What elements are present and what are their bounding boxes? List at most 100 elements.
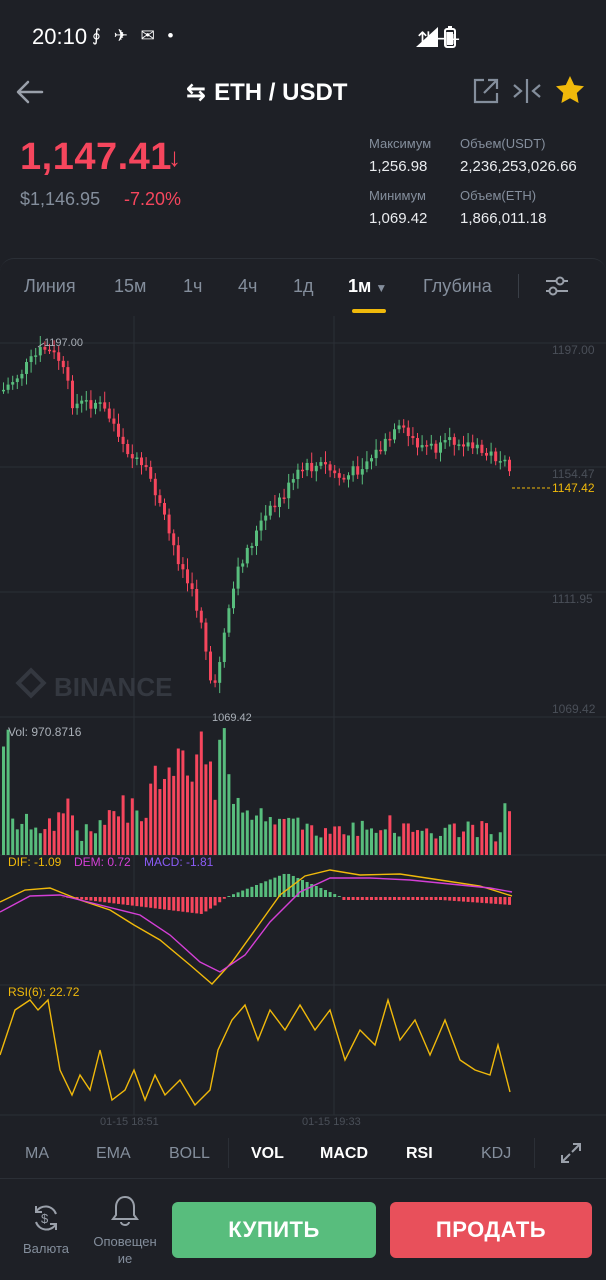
sell-button[interactable]: ПРОДАТЬ bbox=[390, 1202, 592, 1258]
volume-bar bbox=[273, 824, 277, 855]
tab-4h[interactable]: 4ч bbox=[238, 276, 258, 296]
volume-bar bbox=[204, 764, 208, 855]
external-link-icon[interactable] bbox=[472, 77, 500, 105]
candle-body bbox=[475, 444, 479, 449]
indicator-rsi[interactable]: RSI bbox=[406, 1145, 433, 1162]
macd-bar bbox=[485, 897, 488, 904]
favorite-star-icon[interactable] bbox=[554, 74, 586, 106]
high-label: Максимум bbox=[369, 136, 432, 151]
candle-body bbox=[199, 610, 203, 623]
tab-depth[interactable]: Глубина bbox=[423, 276, 492, 296]
low-label: Минимум bbox=[369, 188, 426, 203]
volume-bar bbox=[374, 832, 378, 855]
alerts-label: Оповещен ие bbox=[90, 1233, 160, 1267]
volume-bar bbox=[130, 798, 134, 855]
back-arrow-icon[interactable] bbox=[14, 76, 46, 108]
buy-button[interactable]: КУПИТЬ bbox=[172, 1202, 376, 1258]
indicator-ema[interactable]: EMA bbox=[96, 1145, 131, 1162]
tab-line[interactable]: Линия bbox=[24, 276, 76, 296]
volume-bar bbox=[443, 827, 447, 855]
candle-body bbox=[52, 350, 56, 353]
tab-1h[interactable]: 1ч bbox=[183, 276, 203, 296]
candle-body bbox=[130, 454, 134, 459]
volume-bar bbox=[232, 803, 235, 855]
candle-body bbox=[278, 497, 281, 507]
macd-bar bbox=[75, 897, 79, 899]
fullscreen-icon[interactable] bbox=[560, 1142, 582, 1164]
candle-body bbox=[466, 442, 470, 447]
volume-bar bbox=[209, 761, 212, 855]
candle-body bbox=[411, 436, 415, 439]
volume-bar bbox=[480, 821, 484, 855]
price-down-arrow-icon: ↓ bbox=[168, 142, 181, 172]
pair-title: ETH / USDT bbox=[214, 79, 348, 106]
macd-bar bbox=[278, 875, 281, 897]
volume-bar bbox=[383, 829, 387, 855]
macd-bar bbox=[360, 897, 364, 900]
candle-body bbox=[282, 497, 286, 499]
price-axis-label: 1197.00 bbox=[552, 343, 595, 357]
volume-bar bbox=[342, 834, 346, 855]
candle-body bbox=[342, 477, 346, 480]
indicator-divider bbox=[228, 1138, 229, 1168]
volume-bar bbox=[236, 797, 240, 855]
candle-body bbox=[448, 437, 452, 441]
indicator-kdj[interactable]: KDJ bbox=[481, 1145, 512, 1162]
indicator-boll[interactable]: BOLL bbox=[169, 1145, 210, 1162]
macd-bar bbox=[462, 897, 465, 902]
volume-usdt-label: Объем(USDT) bbox=[460, 136, 546, 151]
volume-bar bbox=[337, 826, 341, 855]
macd-bar bbox=[158, 897, 162, 909]
candle-body bbox=[425, 445, 429, 447]
currency-button[interactable]: $ Валюта bbox=[16, 1200, 76, 1260]
candle-body bbox=[140, 457, 143, 466]
volume-bar bbox=[135, 810, 139, 855]
active-tab-underline bbox=[352, 309, 386, 313]
macd-bar bbox=[365, 897, 369, 900]
volume-bar bbox=[370, 828, 373, 855]
tab-1d[interactable]: 1д bbox=[293, 276, 314, 296]
tab-divider bbox=[518, 274, 519, 298]
volume-bar bbox=[489, 834, 493, 855]
macd-bar bbox=[98, 897, 102, 902]
candle-body bbox=[232, 588, 235, 609]
candle-body bbox=[347, 475, 350, 480]
candle-body bbox=[158, 495, 162, 504]
volume-bar bbox=[163, 778, 166, 855]
binance-logo-icon bbox=[15, 667, 47, 699]
high-value: 1,256.98 bbox=[369, 158, 428, 175]
tab-1m[interactable]: 1м ▼ bbox=[348, 276, 387, 297]
macd-bar bbox=[342, 897, 346, 900]
macd-bar bbox=[411, 897, 415, 900]
volume-bar bbox=[291, 818, 295, 855]
indicator-ma[interactable]: MA bbox=[25, 1145, 49, 1162]
compare-icon[interactable] bbox=[512, 77, 542, 105]
macd-bar bbox=[218, 897, 222, 903]
chart-settings-icon[interactable] bbox=[544, 275, 570, 297]
volume-bar bbox=[402, 823, 406, 855]
macd-bar bbox=[314, 886, 318, 897]
alerts-button[interactable]: Оповещен ие bbox=[90, 1194, 160, 1266]
volume-bar bbox=[107, 810, 111, 855]
macd-bar bbox=[429, 897, 433, 900]
macd-bar bbox=[328, 892, 332, 897]
macd-bar bbox=[282, 873, 286, 897]
candle-body bbox=[163, 503, 166, 515]
volume-bar bbox=[195, 754, 199, 855]
macd-bar bbox=[149, 897, 153, 908]
candle-body bbox=[337, 473, 341, 478]
indicator-macd[interactable]: MACD bbox=[320, 1145, 368, 1162]
candle-body bbox=[57, 352, 61, 361]
candlestick-chart[interactable]: BINANCE 1147.42 1197.00 1154.47 1111.95 … bbox=[0, 316, 606, 1130]
volume-bar bbox=[158, 789, 162, 855]
indicator-vol[interactable]: VOL bbox=[251, 1145, 284, 1162]
pair-selector[interactable]: ⇆ ETH / USDT bbox=[186, 78, 347, 108]
macd-bar bbox=[494, 897, 498, 904]
alerts-label-line1: Оповещен bbox=[93, 1234, 157, 1249]
candle-body bbox=[84, 400, 88, 402]
tab-15m[interactable]: 15м bbox=[114, 276, 147, 296]
alerts-label-line2: ие bbox=[117, 1251, 133, 1266]
candle-body bbox=[34, 355, 38, 357]
volume-bar bbox=[167, 767, 171, 855]
volume-bar bbox=[471, 824, 475, 855]
